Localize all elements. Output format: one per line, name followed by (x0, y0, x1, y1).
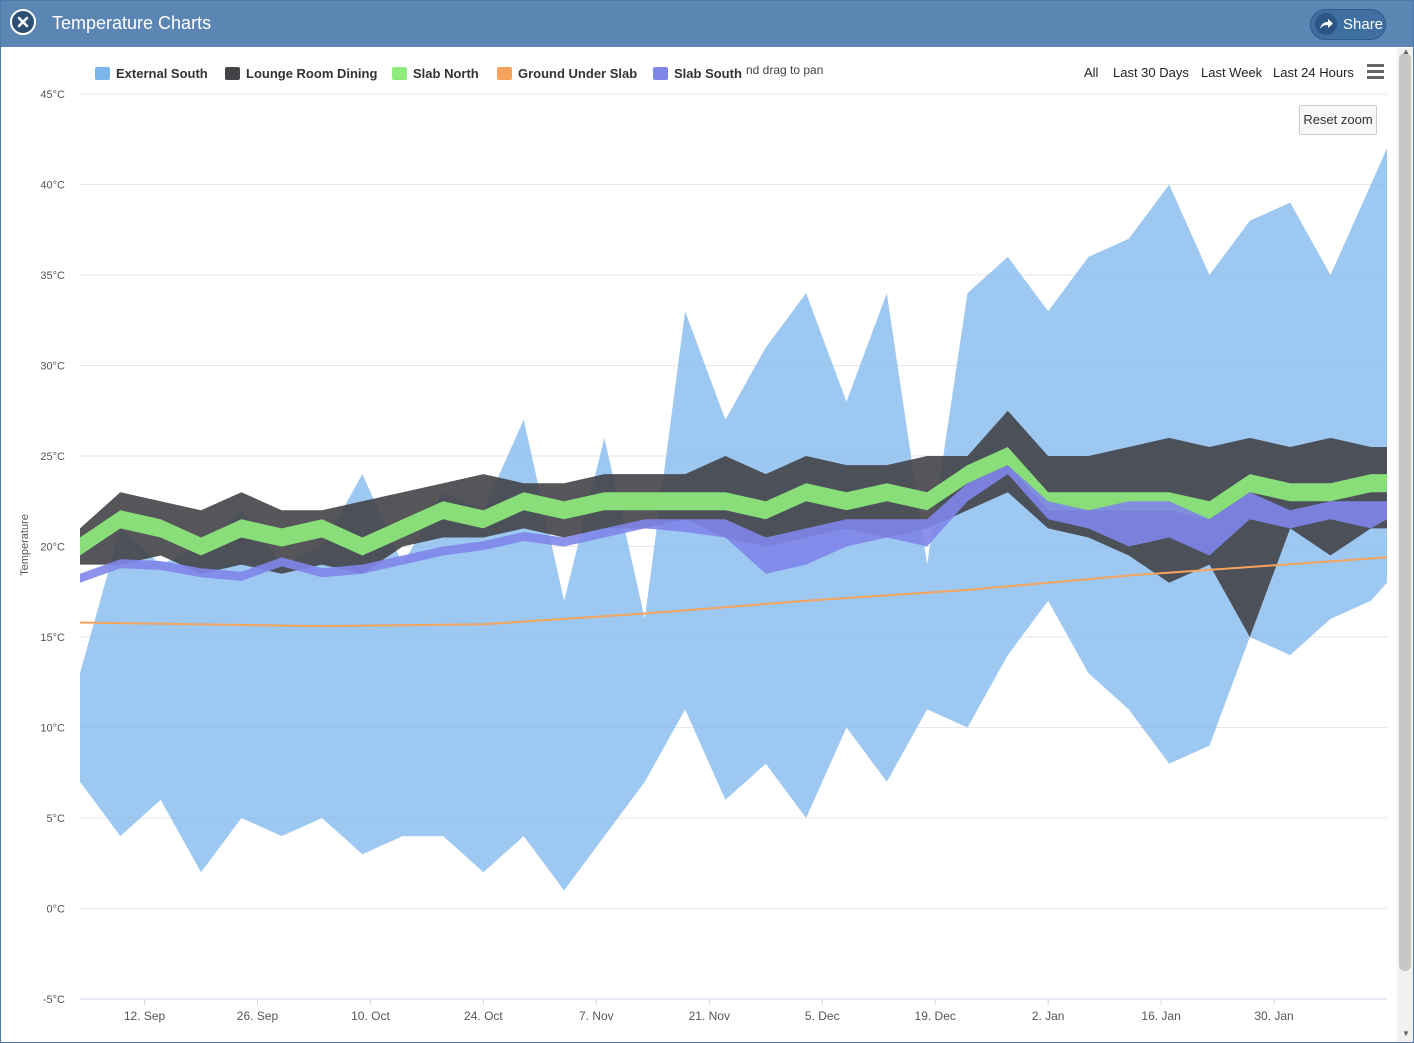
reset-zoom-button[interactable]: Reset zoom (1299, 105, 1377, 135)
scroll-down-arrow-icon[interactable]: ▼ (1402, 1029, 1410, 1038)
y-tick-label: 45°C (40, 89, 65, 101)
x-tick-label: 30. Jan (1254, 1009, 1293, 1023)
x-tick-label: 21. Nov (689, 1009, 730, 1023)
x-tick-label: 19. Dec (915, 1009, 956, 1023)
share-button[interactable]: Share (1310, 9, 1386, 40)
legend-label: Lounge Room Dining (246, 66, 378, 81)
legend-label: External South (116, 66, 208, 81)
share-icon (1315, 13, 1337, 35)
range-button-last-24-hours[interactable]: Last 24 Hours (1273, 65, 1354, 80)
y-tick-label: 25°C (40, 451, 65, 463)
y-tick-label: 35°C (40, 270, 65, 282)
legend-label: Slab North (413, 66, 479, 81)
legend-swatch (653, 67, 668, 80)
x-tick-label: 12. Sep (124, 1009, 166, 1023)
scrollbar-thumb[interactable] (1399, 53, 1411, 971)
y-axis-title: Temperature (19, 514, 31, 576)
range-button-last-30-days[interactable]: Last 30 Days (1113, 65, 1189, 80)
y-tick-label: 30°C (40, 361, 65, 373)
y-tick-label: 15°C (40, 632, 65, 644)
hamburger-menu-icon[interactable] (1367, 64, 1384, 80)
pan-hint: nd drag to pan (746, 63, 824, 77)
title-bar: Temperature Charts Share (1, 1, 1413, 47)
x-tick-label: 5. Dec (805, 1009, 840, 1023)
legend-label: Slab South (674, 66, 742, 81)
y-tick-label: 0°C (47, 904, 66, 916)
series-slab-south-band (80, 465, 1387, 583)
x-tick-label: 16. Jan (1141, 1009, 1180, 1023)
legend-label: Ground Under Slab (518, 66, 638, 81)
range-button-all[interactable]: All (1084, 65, 1099, 80)
x-tick-label: 26. Sep (237, 1009, 279, 1023)
y-tick-label: -5°C (43, 994, 65, 1006)
legend-swatch (392, 67, 407, 80)
range-button-last-week[interactable]: Last Week (1201, 65, 1263, 80)
x-tick-label: 2. Jan (1032, 1009, 1065, 1023)
y-tick-label: 10°C (40, 723, 65, 735)
x-tick-label: 7. Nov (579, 1009, 614, 1023)
y-tick-label: 5°C (47, 813, 66, 825)
window-title: Temperature Charts (52, 13, 212, 33)
x-tick-label: 24. Oct (464, 1009, 503, 1023)
close-icon (17, 16, 29, 28)
x-tick-label: 10. Oct (351, 1009, 390, 1023)
scroll-up-arrow-icon[interactable]: ▲ (1402, 47, 1410, 56)
series-slab-north-band (80, 447, 1387, 556)
y-tick-label: 20°C (40, 542, 65, 554)
series-ground-under-slab-line (79, 556, 1388, 628)
legend-swatch (225, 67, 240, 80)
legend-swatch (95, 67, 110, 80)
close-button[interactable] (10, 9, 36, 35)
y-tick-label: 40°C (40, 180, 65, 192)
legend-swatch (497, 67, 512, 80)
share-label: Share (1343, 16, 1384, 33)
